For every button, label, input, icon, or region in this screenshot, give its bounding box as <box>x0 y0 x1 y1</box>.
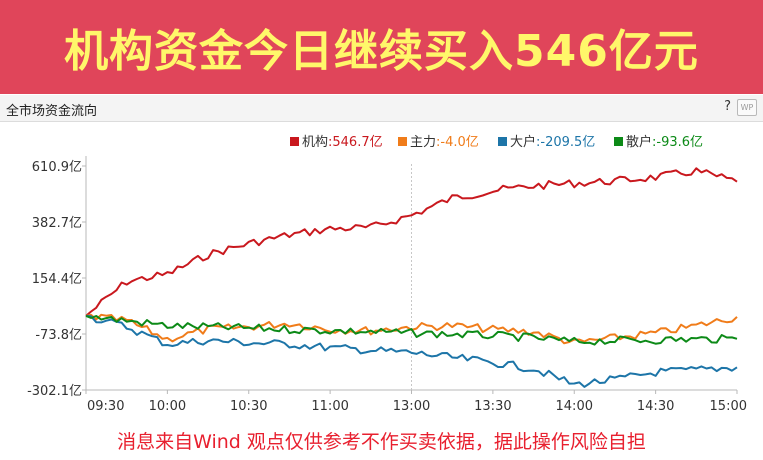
x-tick-label: 14:30 <box>637 399 674 414</box>
legend-value: :-4.0亿 <box>436 135 479 150</box>
x-tick-label: 13:30 <box>474 399 511 414</box>
x-tick-label: 10:30 <box>230 399 267 414</box>
series-line-机构 <box>85 167 738 317</box>
y-tick-label: -73.8亿 <box>35 328 82 343</box>
legend-swatch <box>398 137 407 146</box>
headline-text: 机构资金今日继续买入546亿元 <box>64 26 699 77</box>
x-tick-label: 11:00 <box>311 399 348 414</box>
legend-value: :-93.6亿 <box>652 135 703 150</box>
x-tick-label: 09:30 <box>87 399 124 414</box>
x-tick-label: 14:00 <box>556 399 593 414</box>
legend-swatch <box>498 137 507 146</box>
panel-title: 全市场资金流向 <box>6 104 98 119</box>
x-tick-label: 10:00 <box>149 399 186 414</box>
legend-swatch <box>290 137 299 146</box>
legend-value: :546.7亿 <box>328 135 383 150</box>
fund-flow-chart: 610.9亿 382.7亿 154.4亿 -73.8亿 -302.1亿 09:30 10:0… <box>27 134 747 414</box>
legend-label: 机构 <box>302 135 328 150</box>
y-tick-label: 154.4亿 <box>32 272 82 287</box>
wp-export-icon[interactable]: WP <box>737 99 757 116</box>
legend-swatch <box>614 137 623 146</box>
y-tick-label: -302.1亿 <box>27 384 82 399</box>
legend-label: 主力 <box>410 135 436 150</box>
legend-label: 大户 <box>510 134 536 150</box>
y-tick-label: 382.7亿 <box>32 216 82 231</box>
help-icon[interactable]: ? <box>724 99 731 114</box>
series-line-大户 <box>85 314 738 388</box>
panel-header: 全市场资金流向 ? WP <box>0 95 763 122</box>
footer: 消息来自Wind 观点仅供参考不作买卖依据，据此操作风险自担 <box>0 421 763 460</box>
legend-value: :-209.5亿 <box>536 135 595 150</box>
y-tick-label: 610.9亿 <box>32 160 82 175</box>
legend-label: 散户 <box>626 134 652 150</box>
x-tick-label: 13:00 <box>393 399 430 414</box>
disclaimer-text: 消息来自Wind 观点仅供参考不作买卖依据，据此操作风险自担 <box>117 431 646 453</box>
x-tick-label: 15:00 <box>710 399 747 414</box>
headline-banner: 机构资金今日继续买入546亿元 <box>0 0 763 94</box>
series-line-散户 <box>85 314 738 346</box>
